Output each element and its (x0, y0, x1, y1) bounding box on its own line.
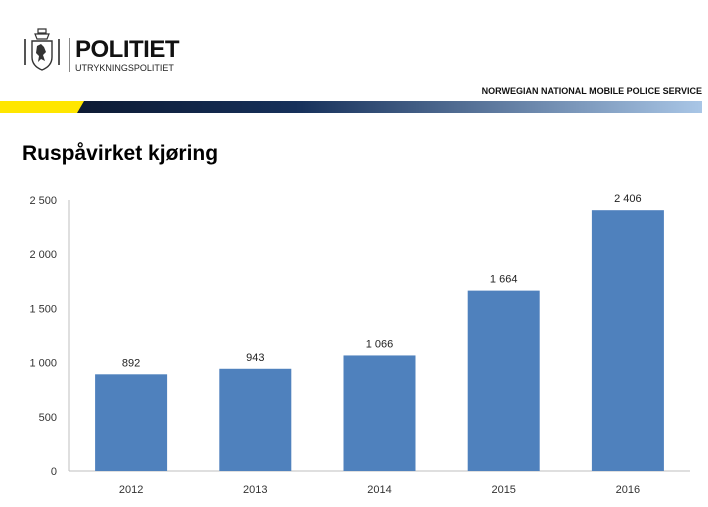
y-tick-label: 1 500 (29, 303, 57, 315)
service-name: NORWEGIAN NATIONAL MOBILE POLICE SERVICE (481, 86, 702, 96)
x-tick-label: 2013 (243, 484, 267, 496)
brand-divider (69, 38, 70, 72)
y-tick-label: 500 (39, 412, 57, 424)
x-tick-label: 2012 (119, 484, 143, 496)
bar-2015 (467, 290, 540, 471)
x-tick-label: 2016 (616, 484, 640, 496)
bar-2014 (343, 355, 416, 471)
y-tick-label: 0 (51, 466, 57, 478)
header-color-band (0, 101, 702, 113)
bar-chart: 0 500 1 000 1 500 2 000 2 500 892 2012 943 2013 1 … (29, 193, 690, 496)
data-label: 892 (122, 357, 140, 369)
data-label: 2 406 (614, 193, 642, 205)
bar-2016 (591, 210, 664, 471)
y-tick-label: 2 500 (29, 195, 57, 207)
brand-subtitle: UTRYKNINGSPOLITIET (75, 63, 174, 73)
data-label: 943 (246, 352, 264, 364)
brand-name: POLITIET (75, 36, 180, 63)
y-tick-label: 1 000 (29, 358, 57, 370)
data-label: 1 664 (490, 274, 518, 286)
data-label: 1 066 (366, 338, 394, 350)
x-tick-label: 2014 (367, 484, 391, 496)
slide-title: Ruspåvirket kjøring (22, 142, 219, 165)
y-tick-label: 2 000 (29, 249, 57, 261)
x-tick-label: 2015 (491, 484, 515, 496)
bar-2013 (219, 368, 292, 471)
norwegian-police-crest-icon (24, 28, 60, 71)
bar-2012 (95, 374, 168, 471)
